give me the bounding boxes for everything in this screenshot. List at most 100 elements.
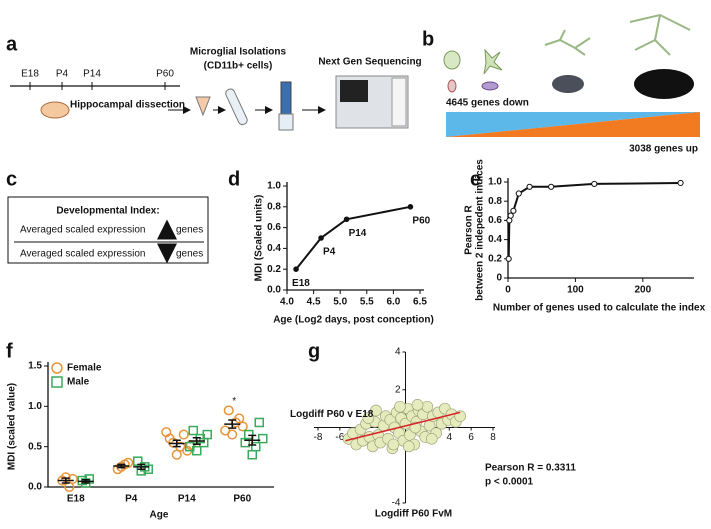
panel-c: Developmental Index: Averaged scaled exp… — [7, 196, 209, 264]
x-axis-title: Age (Log2 days, post conception) — [273, 315, 434, 326]
x-tick-label: 6.0 — [386, 297, 400, 308]
panel-label: b — [422, 28, 434, 50]
data-point — [254, 417, 264, 428]
x-tick-label: 5.5 — [360, 297, 374, 308]
data-point — [247, 449, 257, 460]
y-tick-label: 0.6 — [488, 215, 502, 226]
data-point — [223, 405, 234, 416]
point-label: P14 — [349, 228, 367, 239]
legend-marker — [51, 362, 63, 374]
y-tick-label: 1.5 — [28, 361, 42, 372]
denominator-unit: genes — [176, 249, 203, 260]
y-tick-label: 0.0 — [267, 285, 281, 296]
legend-marker — [51, 376, 63, 388]
panel-label: d — [228, 168, 240, 190]
data-point — [188, 425, 198, 436]
mean-error-bar — [224, 419, 241, 429]
data-point — [171, 449, 182, 460]
x-tick-label: 8 — [490, 432, 496, 443]
data-point — [133, 456, 143, 466]
cell-icon — [483, 48, 503, 75]
y-tick-label: 0.4 — [267, 243, 281, 254]
mouse-icon — [481, 81, 499, 91]
data-line — [295, 205, 411, 270]
x-axis-title: Logdiff P60 v E18 — [290, 409, 374, 420]
panel-label: g — [308, 340, 320, 362]
isolation-label: Microglial Isolations — [190, 47, 287, 58]
legend-label: Female — [67, 363, 102, 374]
x-tick-label: 100 — [567, 285, 584, 296]
data-line — [507, 181, 681, 259]
mouse-icon — [634, 69, 694, 99]
y-tick-label: 4 — [395, 347, 401, 358]
brain-icon — [40, 101, 70, 119]
y-tick-label: 1.0 — [267, 181, 281, 192]
data-point — [515, 190, 522, 197]
y-tick-label: 0.8 — [267, 201, 281, 212]
data-point — [161, 427, 172, 438]
isolation-note: (CD11b+ cells) — [204, 61, 273, 72]
timepoint: P14 — [83, 69, 101, 80]
axis-line — [507, 178, 694, 279]
cell-icon — [544, 29, 591, 56]
mouse-icon — [552, 75, 584, 93]
timepoint: E18 — [21, 69, 39, 80]
y-axis-title: between 2 indepedent indices — [475, 159, 486, 301]
x-tick-label: 4.5 — [307, 297, 321, 308]
data-point — [343, 216, 350, 223]
genes-down: 4645 genes down — [446, 98, 529, 109]
tube-icon — [225, 88, 248, 126]
sequencer-screen — [340, 80, 368, 102]
sequencer-icon — [391, 77, 407, 127]
x-tick-label: 6 — [468, 432, 474, 443]
data-point — [123, 457, 134, 468]
panel-b: 4645 genes down 3038 genes up — [443, 13, 700, 155]
stat-annotation: p < 0.0001 — [485, 477, 534, 488]
y-tick-label: 0.0 — [28, 482, 42, 493]
numerator-unit: genes — [176, 225, 203, 236]
tube-icon — [195, 96, 211, 117]
mean-error-bar — [188, 437, 205, 445]
y-tick-label: 0 — [496, 273, 502, 284]
data-point — [67, 473, 78, 484]
y-tick-label: -4 — [392, 498, 401, 509]
point-label: P4 — [323, 247, 336, 258]
stat-annotation: Pearson R = 0.3311 — [485, 463, 576, 474]
data-point — [677, 179, 684, 187]
x-tick-label: P60 — [233, 494, 251, 505]
timepoint: P60 — [156, 69, 174, 80]
data-point — [507, 212, 514, 219]
panel-label: f — [6, 340, 13, 362]
data-point — [526, 183, 533, 190]
y-axis-title: Pearson R — [464, 204, 475, 254]
data-point — [425, 433, 438, 445]
y-tick-label: 0.4 — [488, 234, 502, 245]
data-point — [237, 421, 248, 432]
index-title: Developmental Index: — [56, 206, 159, 217]
y-tick-label: 0.6 — [267, 222, 281, 233]
x-tick-label: 4.0 — [280, 297, 294, 308]
point-label: P60 — [412, 215, 430, 226]
dissection-label: Hippocampal dissection — [70, 100, 185, 111]
y-tick-label: 0.8 — [488, 196, 502, 207]
x-tick-label: P14 — [178, 494, 196, 505]
data-point — [394, 400, 406, 413]
mean-error-bar — [113, 463, 130, 469]
data-point — [293, 266, 299, 273]
y-tick-label: 1.0 — [488, 177, 502, 188]
denominator: Averaged scaled expression — [20, 249, 145, 260]
numerator: Averaged scaled expression — [20, 225, 145, 236]
y-axis-title: MDI (scaled value) — [7, 383, 18, 470]
panel-label: e — [470, 168, 481, 190]
point-label: E18 — [292, 278, 310, 289]
index-box — [7, 196, 209, 264]
y-tick-label: 2 — [395, 384, 401, 395]
y-tick-label: 0.2 — [267, 264, 281, 275]
x-tick-label: 4 — [446, 432, 452, 443]
y-axis-title: MDI (Scaled units) — [254, 195, 265, 282]
data-point — [258, 433, 268, 444]
up-wedge — [446, 112, 700, 137]
data-point — [370, 404, 382, 417]
x-axis-title: Number of genes used to calculate the in… — [493, 303, 706, 314]
